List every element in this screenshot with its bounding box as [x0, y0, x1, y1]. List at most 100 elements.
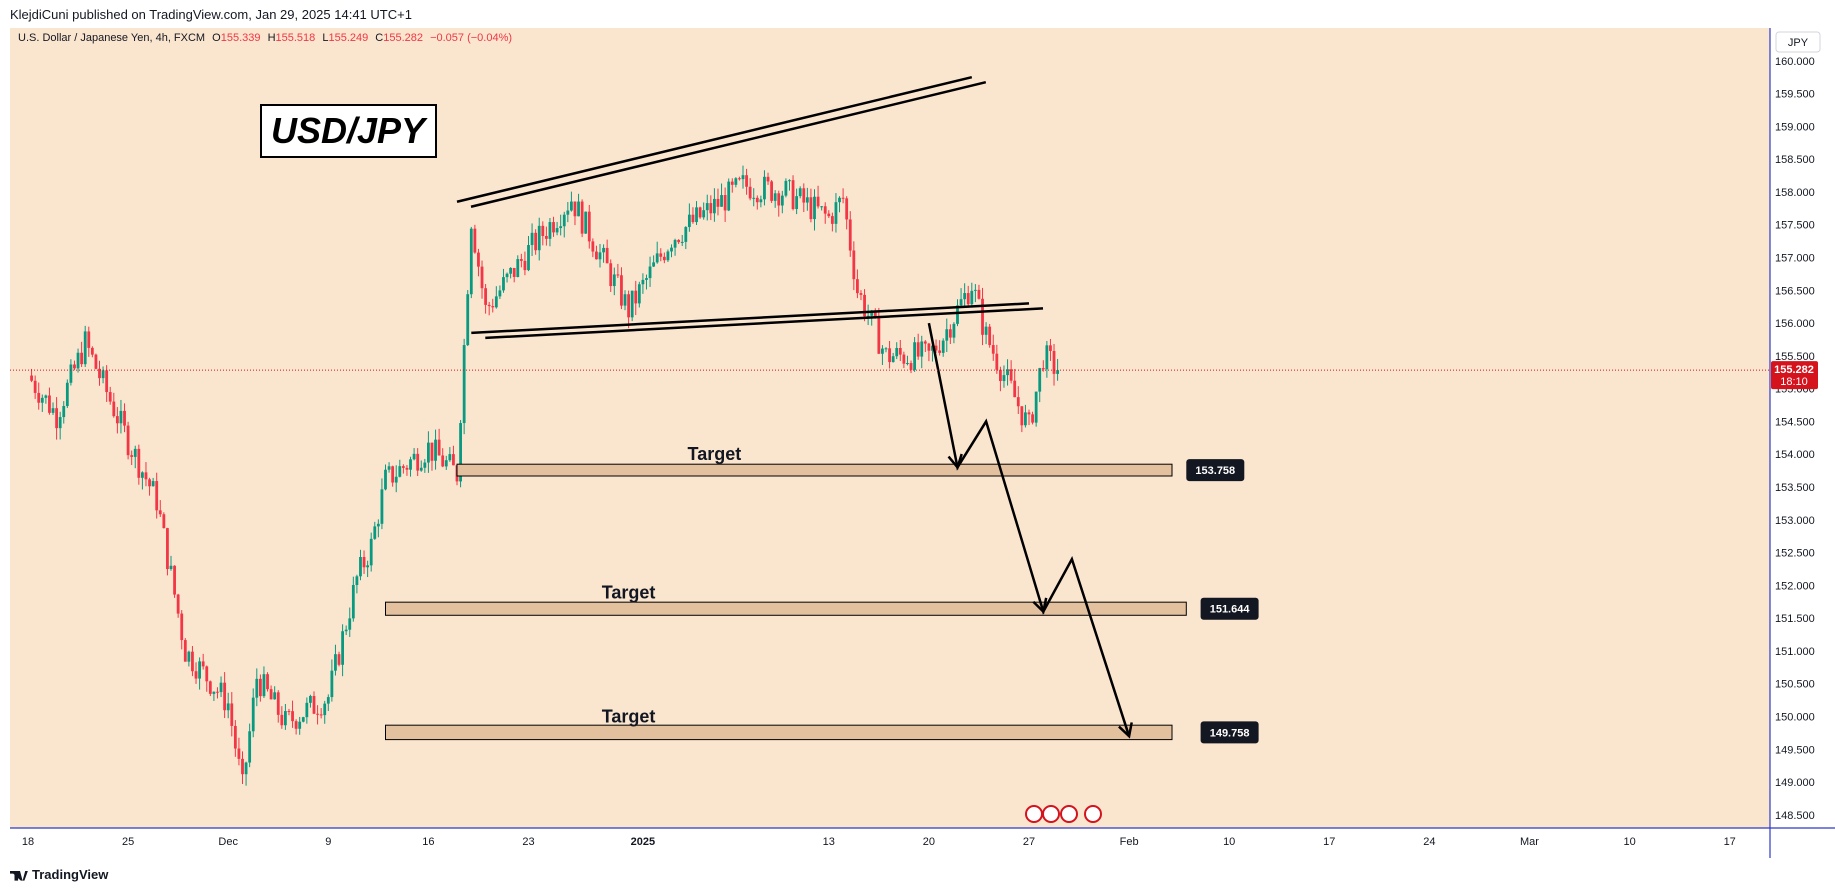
time-tick-label: 10: [1223, 836, 1235, 848]
trendline[interactable]: [470, 80, 987, 208]
candle-body: [312, 695, 316, 714]
candle-body: [748, 186, 752, 199]
candle-body: [566, 210, 570, 215]
title-text: USD/JPY: [271, 110, 428, 151]
candle-body: [1013, 380, 1017, 398]
time-tick-label: 13: [823, 836, 835, 848]
candle-body: [938, 350, 942, 353]
candle-body: [180, 613, 184, 641]
trendline[interactable]: [471, 302, 1030, 335]
tradingview-logo[interactable]: TradingView: [10, 867, 108, 882]
candle-body: [323, 703, 327, 716]
candle-body: [770, 181, 773, 201]
candle-body: [30, 375, 33, 381]
candle-body: [906, 363, 909, 365]
target-zone[interactable]: [456, 463, 1173, 477]
us-flag-icon[interactable]: [1084, 805, 1102, 823]
candle-body: [820, 206, 824, 208]
legend-symbol: U.S. Dollar / Japanese Yen, 4h, FXCM: [18, 32, 205, 44]
candle-body: [94, 354, 98, 369]
candle-body: [927, 343, 931, 351]
chart-area[interactable]: Target 153.758 Target 151.644 Target 149.758 …: [0, 28, 1835, 858]
candle-body: [90, 347, 94, 355]
candle-body: [813, 196, 816, 220]
candle-body: [262, 674, 266, 697]
candle-body: [720, 195, 723, 207]
currency-button[interactable]: [1775, 31, 1821, 53]
candle-body: [591, 241, 595, 252]
legend-low-label: L: [322, 32, 328, 44]
candle-body: [655, 253, 659, 263]
time-tick-label: 9: [325, 836, 331, 848]
candle-body: [509, 267, 513, 274]
time-tick-label: Feb: [1120, 836, 1139, 848]
candle-body: [51, 408, 55, 413]
candle-body: [913, 342, 916, 370]
candle-body: [155, 481, 159, 511]
candle-body: [598, 252, 602, 260]
candle-body: [845, 198, 849, 220]
candle-body: [580, 201, 584, 234]
candle-body: [795, 196, 799, 210]
candle-body: [241, 758, 244, 775]
candle-body: [452, 454, 455, 466]
candle-body: [830, 216, 834, 224]
candle-body: [258, 678, 262, 697]
time-tick-label: 25: [122, 836, 134, 848]
candle-body: [870, 310, 874, 316]
candle-body: [480, 266, 484, 289]
candle-body: [266, 674, 269, 690]
time-axis[interactable]: 18 25 Dec 9 16 23 2025 13 20 27 Feb 10 17 24 Mar 10 17: [22, 836, 1736, 848]
target-label: Target: [602, 583, 656, 603]
price-tick-label: 158.500: [1775, 154, 1815, 166]
candle-body: [477, 252, 480, 267]
price-axis[interactable]: 148.500 149.000 149.500 150.000 150.500 151.0…: [1775, 56, 1815, 822]
price-chart[interactable]: Target153.758Target151.644Target149.758 …: [0, 28, 1835, 858]
candle-body: [877, 317, 881, 354]
projection-arrowhead: [1032, 597, 1048, 615]
target-price-tag[interactable]: [1200, 597, 1259, 620]
candle-body: [462, 345, 466, 424]
title-box[interactable]: [260, 104, 437, 158]
candle-body: [891, 356, 895, 363]
candle-body: [1024, 412, 1027, 426]
candle-body: [752, 197, 756, 199]
target-zone[interactable]: [385, 724, 1173, 741]
candle-body: [1038, 368, 1042, 392]
candle-body: [884, 348, 888, 350]
candle-body: [387, 466, 391, 470]
event-icons[interactable]: [1025, 805, 1102, 823]
price-tick-label: 149.000: [1775, 777, 1815, 789]
target-price-value: 151.644: [1210, 604, 1251, 616]
candle-body: [502, 277, 505, 291]
candle-body: [648, 266, 652, 279]
candle-body: [1027, 412, 1031, 415]
candle-body: [341, 631, 344, 665]
candle-body: [48, 395, 51, 413]
candle-body: [369, 538, 373, 566]
target-price-tag[interactable]: [1200, 721, 1259, 744]
us-flag-icon[interactable]: [1060, 805, 1078, 823]
projection-line[interactable]: [927, 322, 1131, 737]
candle-body: [612, 274, 616, 287]
symbol-legend: U.S. Dollar / Japanese Yen, 4h, FXCM O15…: [18, 32, 512, 44]
time-tick-label: 23: [522, 836, 534, 848]
candle-body: [841, 197, 845, 199]
us-flag-icon[interactable]: [1025, 805, 1043, 823]
candle-body: [934, 345, 938, 351]
candle-body: [434, 439, 437, 461]
time-tick-label: 20: [923, 836, 935, 848]
candle-body: [931, 345, 934, 351]
candle-body: [37, 392, 41, 403]
candle-body: [73, 364, 76, 369]
candle-body: [881, 348, 884, 354]
target-zone[interactable]: [385, 601, 1187, 616]
candle-body: [680, 241, 684, 243]
trendline[interactable]: [456, 75, 973, 203]
target-price-tag[interactable]: [1186, 459, 1245, 482]
candle-body: [316, 713, 319, 715]
candle-body: [652, 262, 656, 267]
us-flag-icon[interactable]: [1042, 805, 1060, 823]
trendline[interactable]: [485, 307, 1044, 340]
price-tick-label: 151.000: [1775, 646, 1815, 658]
